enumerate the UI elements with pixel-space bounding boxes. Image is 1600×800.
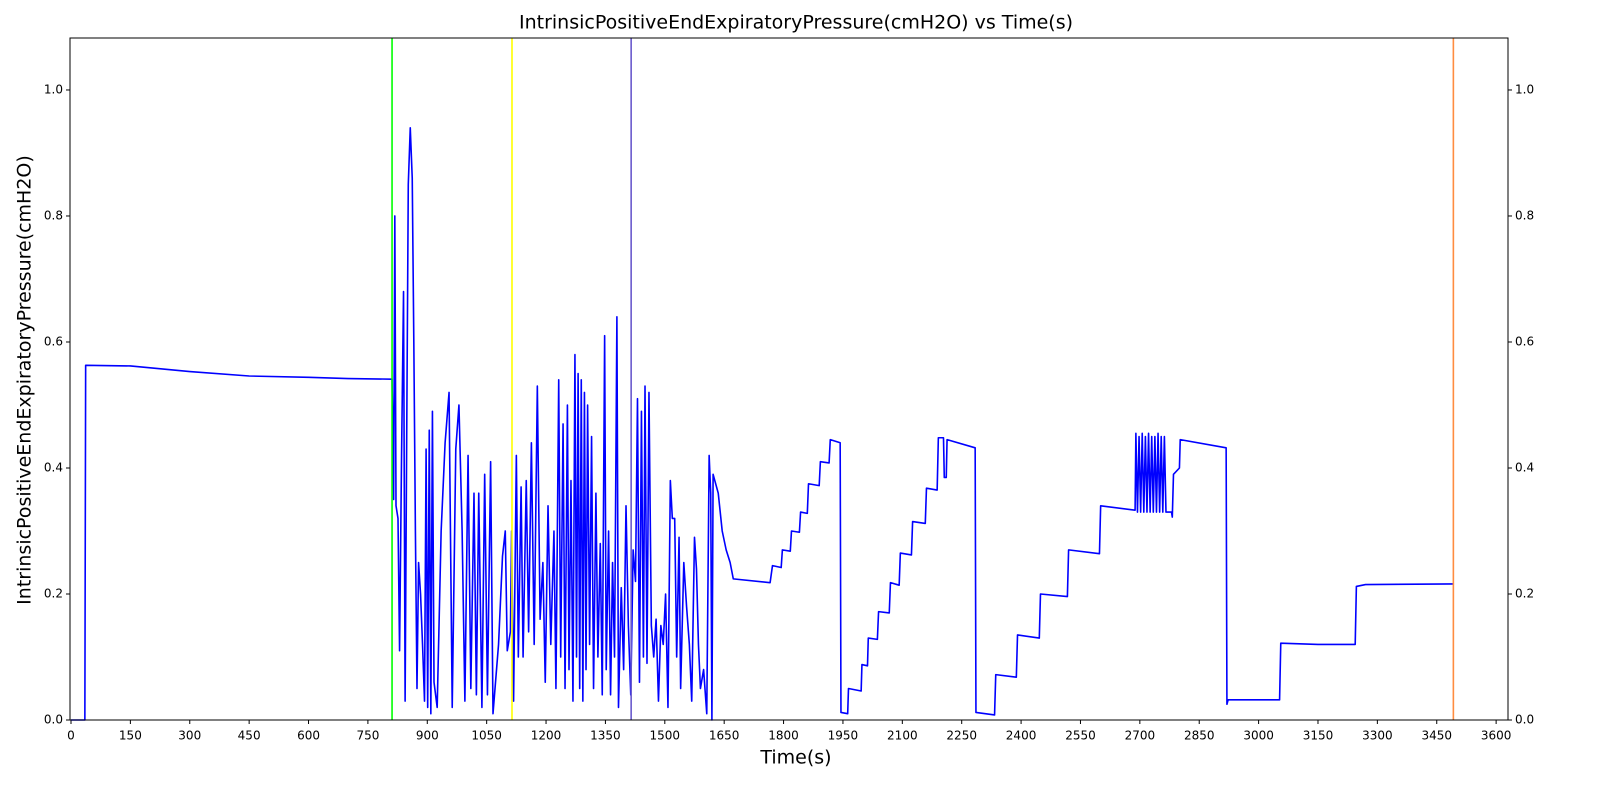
data-line [71,126,1454,721]
x-tick-label: 1650 [709,729,740,743]
x-tick-label: 900 [416,729,439,743]
x-tick-label: 2550 [1065,729,1096,743]
x-tick-label: 450 [238,729,261,743]
x-tick-label: 1200 [531,729,562,743]
x-tick-label: 2400 [1006,729,1037,743]
y-tick-label: 0.2 [44,586,63,600]
x-tick-label: 300 [178,729,201,743]
x-tick-label: 2250 [946,729,977,743]
x-tick-label: 600 [297,729,320,743]
x-tick-label: 750 [356,729,379,743]
chart-title: IntrinsicPositiveEndExpiratoryPressure(c… [519,12,1073,34]
y-tick-label: 0.6 [44,334,63,348]
y2-tick-label: 0.4 [1515,460,1534,474]
plot-frame [69,37,1509,721]
x-tick-label: 1800 [768,729,799,743]
y-axis-label: IntrinsicPositiveEndExpiratoryPressure(c… [14,155,36,605]
x-tick-label: 3300 [1362,729,1393,743]
y2-tick-label: 0.0 [1515,713,1534,727]
x-tick-label: 0 [67,729,75,743]
x-tick-label: 2850 [1184,729,1215,743]
x-tick-label: 1950 [828,729,859,743]
y-tick-label: 0.4 [44,460,63,474]
x-tick-label: 150 [119,729,142,743]
y-tick-label: 0.0 [44,713,63,727]
y2-tick-label: 0.8 [1515,208,1534,222]
y2-tick-label: 1.0 [1515,82,1534,96]
x-tick-label: 2700 [1125,729,1156,743]
x-tick-label: 2100 [887,729,918,743]
x-tick-label: 3000 [1243,729,1274,743]
x-tick-label: 1050 [471,729,502,743]
y-tick-label: 1.0 [44,82,63,96]
x-tick-label: 3450 [1421,729,1452,743]
y-tick-label: 0.8 [44,208,63,222]
y2-tick-label: 0.2 [1515,586,1534,600]
x-tick-label: 1500 [650,729,681,743]
x-tick-label: 3600 [1481,729,1512,743]
x-tick-label: 1350 [590,729,621,743]
x-tick-label: 3150 [1303,729,1334,743]
x-axis-label: Time(s) [759,747,831,769]
y2-tick-label: 0.6 [1515,334,1534,348]
